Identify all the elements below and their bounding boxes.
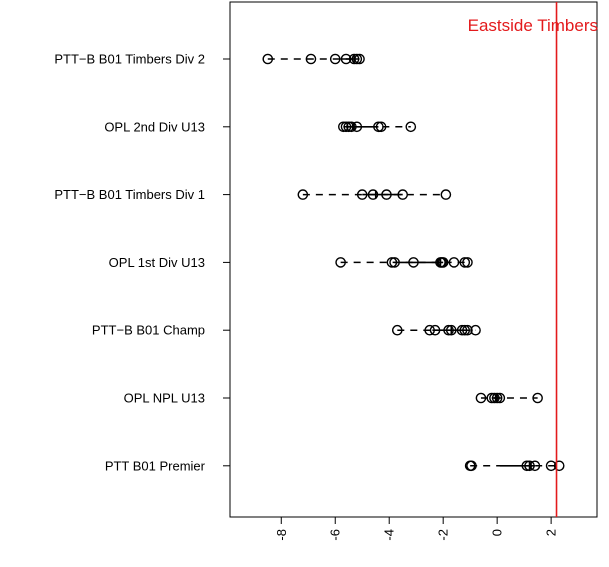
category-label: OPL 1st Div U13 bbox=[109, 255, 205, 270]
data-point bbox=[445, 324, 457, 336]
data-point bbox=[338, 121, 349, 133]
data-point bbox=[386, 257, 398, 268]
data-point bbox=[456, 324, 468, 336]
data-point bbox=[397, 189, 409, 200]
marks bbox=[262, 53, 565, 472]
data-point bbox=[351, 121, 363, 133]
data-point bbox=[340, 53, 352, 65]
data-point bbox=[408, 257, 419, 268]
data-point bbox=[491, 392, 503, 404]
plot-frame bbox=[229, 1, 598, 518]
data-point bbox=[389, 257, 400, 268]
data-point bbox=[343, 121, 355, 133]
data-point bbox=[405, 121, 417, 133]
category-label: PTT B01 Premier bbox=[105, 458, 206, 473]
data-point bbox=[354, 53, 365, 65]
data-point bbox=[335, 257, 346, 268]
data-point bbox=[462, 257, 473, 268]
x-tick-label: 0 bbox=[490, 529, 505, 536]
data-point bbox=[348, 53, 360, 65]
x-tick-label: 2 bbox=[544, 529, 559, 536]
data-point bbox=[553, 460, 565, 472]
data-point bbox=[521, 460, 533, 472]
data-point bbox=[329, 53, 341, 65]
data-point bbox=[466, 460, 477, 472]
data-point bbox=[448, 257, 460, 268]
data-point bbox=[475, 392, 487, 404]
data-point bbox=[392, 324, 403, 336]
x-tick-label: -8 bbox=[274, 529, 289, 541]
data-point bbox=[356, 189, 368, 200]
data-point bbox=[486, 392, 498, 404]
data-point bbox=[524, 460, 535, 472]
category-label: PTT−B B01 Timbers Div 1 bbox=[54, 187, 205, 202]
data-point bbox=[367, 189, 379, 200]
reference-line-label: Eastside Timbers bbox=[468, 16, 598, 35]
x-tick-label: -4 bbox=[382, 529, 397, 541]
x-tick-label: -6 bbox=[328, 529, 343, 541]
data-point bbox=[489, 392, 500, 404]
data-point bbox=[459, 257, 471, 268]
data-point bbox=[424, 324, 435, 336]
category-label: PTT−B B01 Timbers Div 2 bbox=[54, 52, 205, 67]
reference-line-group: Eastside Timbers bbox=[468, 2, 598, 517]
data-point bbox=[437, 257, 449, 268]
x-tick-label: -2 bbox=[436, 529, 451, 541]
data-point bbox=[381, 189, 392, 200]
data-point bbox=[373, 121, 384, 133]
data-point bbox=[351, 53, 363, 65]
data-point bbox=[440, 189, 452, 200]
data-point bbox=[462, 324, 473, 336]
data-point bbox=[305, 53, 317, 65]
data-point bbox=[529, 460, 541, 472]
data-point bbox=[429, 324, 441, 336]
data-point bbox=[532, 392, 543, 404]
data-point bbox=[297, 189, 309, 200]
data-point bbox=[494, 392, 506, 404]
data-point bbox=[262, 53, 274, 65]
category-label: PTT−B B01 Champ bbox=[92, 323, 205, 338]
data-point bbox=[443, 324, 454, 336]
axes: -8 -6 -4 -2 0 2 PTT−B B01 Timbers Div 2 OPL 2nd… bbox=[54, 52, 558, 541]
data-point bbox=[340, 121, 352, 133]
data-point bbox=[346, 121, 357, 133]
data-point bbox=[470, 324, 481, 336]
data-point bbox=[459, 324, 471, 336]
category-label: OPL 2nd Div U13 bbox=[104, 119, 205, 134]
category-label: OPL NPL U13 bbox=[124, 391, 205, 406]
data-point bbox=[375, 121, 387, 133]
